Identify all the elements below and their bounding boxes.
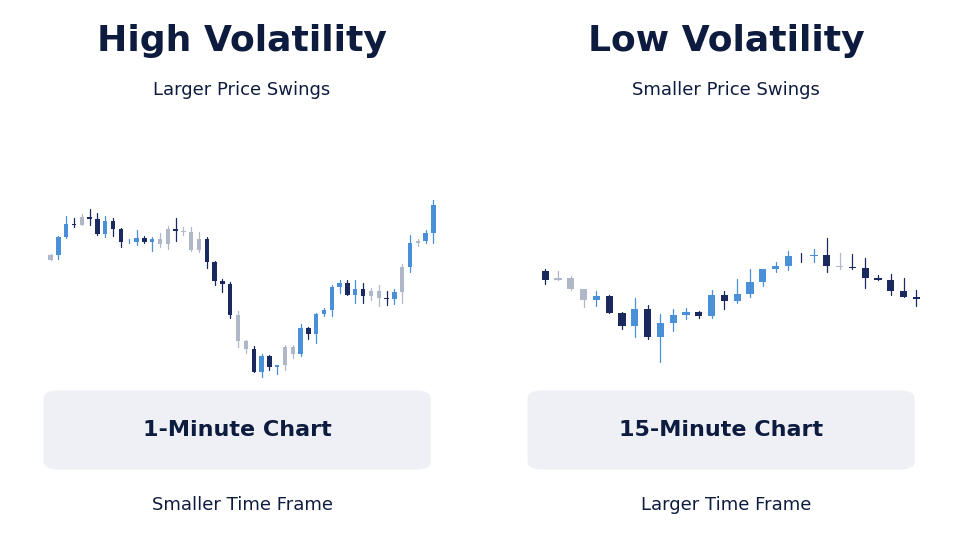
Bar xyxy=(377,291,381,298)
Bar xyxy=(252,349,256,372)
Text: Low Volatility: Low Volatility xyxy=(588,24,864,58)
Bar xyxy=(103,221,107,234)
Bar xyxy=(290,347,295,354)
Bar xyxy=(135,238,138,242)
Bar xyxy=(874,278,882,280)
Bar xyxy=(836,266,843,267)
Bar xyxy=(542,271,549,280)
Bar xyxy=(221,281,225,284)
Bar xyxy=(631,309,639,325)
Bar xyxy=(810,255,818,257)
Bar xyxy=(330,287,334,310)
Bar xyxy=(721,295,728,301)
Text: Larger Price Swings: Larger Price Swings xyxy=(153,81,331,99)
Bar xyxy=(181,231,186,232)
Bar xyxy=(708,295,715,316)
Bar xyxy=(392,292,397,299)
Bar xyxy=(606,296,613,313)
Bar xyxy=(321,310,326,314)
Text: Larger Time Frame: Larger Time Frame xyxy=(641,496,811,514)
Bar xyxy=(361,289,365,296)
Bar xyxy=(644,309,651,337)
Bar xyxy=(913,297,920,299)
Bar xyxy=(670,314,677,323)
Bar xyxy=(275,365,280,367)
Bar xyxy=(173,229,178,231)
Bar xyxy=(204,239,209,262)
Bar xyxy=(87,217,92,218)
Bar xyxy=(369,291,373,296)
Bar xyxy=(236,315,240,341)
Text: Smaller Price Swings: Smaller Price Swings xyxy=(632,81,820,99)
Bar xyxy=(189,232,194,250)
Bar xyxy=(298,329,303,354)
Bar xyxy=(682,312,689,314)
Bar xyxy=(823,255,831,266)
Bar xyxy=(72,224,76,225)
Bar xyxy=(64,224,69,237)
Bar xyxy=(888,280,894,291)
Bar xyxy=(56,237,61,256)
Bar xyxy=(746,282,754,294)
Bar xyxy=(259,357,263,372)
Bar xyxy=(415,241,420,242)
Bar xyxy=(862,268,869,278)
Bar xyxy=(785,256,792,265)
Bar xyxy=(619,313,625,325)
Bar xyxy=(306,329,311,334)
Bar xyxy=(119,229,123,242)
Bar xyxy=(228,284,232,315)
Bar xyxy=(759,270,767,282)
Bar xyxy=(283,347,287,365)
Bar xyxy=(567,278,574,289)
Bar xyxy=(555,278,561,280)
Bar xyxy=(267,357,272,367)
Bar xyxy=(408,242,412,268)
Bar xyxy=(695,312,703,316)
Text: Smaller Time Frame: Smaller Time Frame xyxy=(152,496,332,514)
Bar xyxy=(79,217,84,225)
Bar xyxy=(423,233,428,241)
Bar xyxy=(338,283,342,287)
Bar xyxy=(197,239,201,250)
Bar xyxy=(431,205,436,233)
Bar xyxy=(111,221,115,229)
Bar xyxy=(346,283,349,295)
Bar xyxy=(772,265,779,270)
Bar xyxy=(734,294,741,301)
Bar xyxy=(400,268,405,292)
Bar xyxy=(314,314,318,334)
Bar xyxy=(580,289,588,300)
Bar xyxy=(592,296,600,300)
Bar xyxy=(166,229,170,244)
Bar xyxy=(158,239,163,244)
Bar xyxy=(48,256,53,259)
Bar xyxy=(798,256,804,257)
Bar xyxy=(95,218,100,234)
Bar xyxy=(900,291,907,297)
Bar xyxy=(150,239,154,242)
Bar xyxy=(353,289,357,295)
Bar xyxy=(657,323,664,337)
Bar xyxy=(212,262,217,281)
Bar xyxy=(244,341,248,349)
Text: High Volatility: High Volatility xyxy=(97,24,387,58)
Bar xyxy=(849,267,856,268)
Text: 1-Minute Chart: 1-Minute Chart xyxy=(143,420,331,440)
FancyBboxPatch shape xyxy=(44,390,431,470)
FancyBboxPatch shape xyxy=(528,390,915,470)
Bar xyxy=(384,298,389,299)
Text: 15-Minute Chart: 15-Minute Chart xyxy=(620,420,823,440)
Bar xyxy=(142,238,146,242)
